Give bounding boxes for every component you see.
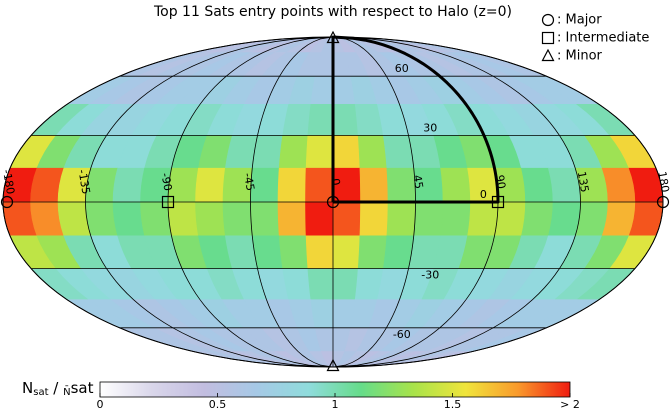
meridian-label: 0 [328, 177, 342, 186]
marker-triangle [326, 358, 340, 372]
map-cell [332, 268, 359, 300]
map-cell [250, 201, 280, 237]
map-cell [521, 167, 554, 203]
marker-square [541, 31, 555, 45]
colorbar-label-part: sat [33, 387, 48, 398]
map-cell [440, 167, 471, 203]
meridian-label: -90 [159, 172, 175, 192]
map-cell [277, 167, 307, 203]
map-cell [413, 201, 444, 237]
map-cell [222, 201, 253, 237]
map-cell [310, 299, 334, 329]
map-cell [359, 167, 389, 203]
marker-circle [541, 13, 555, 27]
legend-label: : Intermediate [557, 31, 649, 46]
colorbar-tick-label: 1.5 [444, 398, 462, 410]
parallel-label: -30 [421, 269, 439, 282]
colorbar-tick-label: 0 [97, 398, 104, 410]
map-cell [357, 235, 388, 269]
map-cell [332, 135, 361, 169]
parallel-label: -60 [393, 328, 411, 341]
legend-label: : Major [557, 13, 602, 28]
map-cells [2, 36, 664, 368]
map-cell [305, 167, 334, 203]
guide-path [331, 35, 500, 204]
map-cell [195, 167, 226, 203]
marker-triangle [541, 48, 555, 62]
map-cell [278, 135, 309, 169]
marker-square [491, 195, 505, 209]
parallel-label: 30 [423, 121, 437, 134]
map-cell [386, 167, 416, 203]
colorbar-label: Nsat / N̄sat [22, 379, 94, 399]
colorbar-tick-label: > 2 [560, 398, 580, 410]
parallel-label: 60 [395, 62, 409, 75]
map-cell [386, 201, 416, 237]
legend-label: : Minor [557, 49, 603, 64]
colorbar-tick-label: 1 [332, 398, 339, 410]
parallel-label: 0 [480, 188, 487, 201]
map-cell [277, 201, 307, 237]
map-cell [359, 201, 389, 237]
map-cell [112, 201, 145, 237]
map-cell [305, 135, 334, 169]
marker-circle [326, 195, 340, 209]
colorbar-tick-label: 0.5 [209, 398, 227, 410]
map-cell [307, 268, 334, 300]
marker-triangle [326, 30, 340, 44]
map-cell [332, 201, 361, 237]
map-cell [357, 135, 388, 169]
map-cell [278, 235, 309, 269]
map-cell [305, 201, 334, 237]
marker-circle [656, 195, 670, 209]
colorbar-label-part: sat [71, 379, 94, 397]
marker-square [161, 195, 175, 209]
map-cell [440, 201, 471, 237]
overlay: : Major : Intermediate : Minor [0, 13, 670, 372]
colorbar-label-part: N [22, 379, 33, 397]
map-cell [112, 167, 145, 203]
map-cell [521, 201, 554, 237]
meridian-label: 135 [575, 170, 591, 193]
meridian-label: -45 [241, 172, 257, 192]
map-cell [85, 201, 119, 237]
map-cell [547, 201, 581, 237]
meridian-label: 45 [410, 174, 425, 190]
colorbar-label-part: / [49, 379, 64, 397]
map-cell [195, 201, 226, 237]
marker-circle [0, 195, 14, 209]
chart-title: Top 11 Sats entry points with respect to… [153, 4, 512, 20]
map-cell [307, 104, 334, 136]
meridian-label: -135 [75, 168, 92, 195]
map-cell [332, 104, 359, 136]
map-cell [305, 235, 334, 269]
colorbar-label-part: N̄ [63, 385, 70, 398]
map-cell [310, 75, 334, 105]
map-cell [332, 235, 361, 269]
